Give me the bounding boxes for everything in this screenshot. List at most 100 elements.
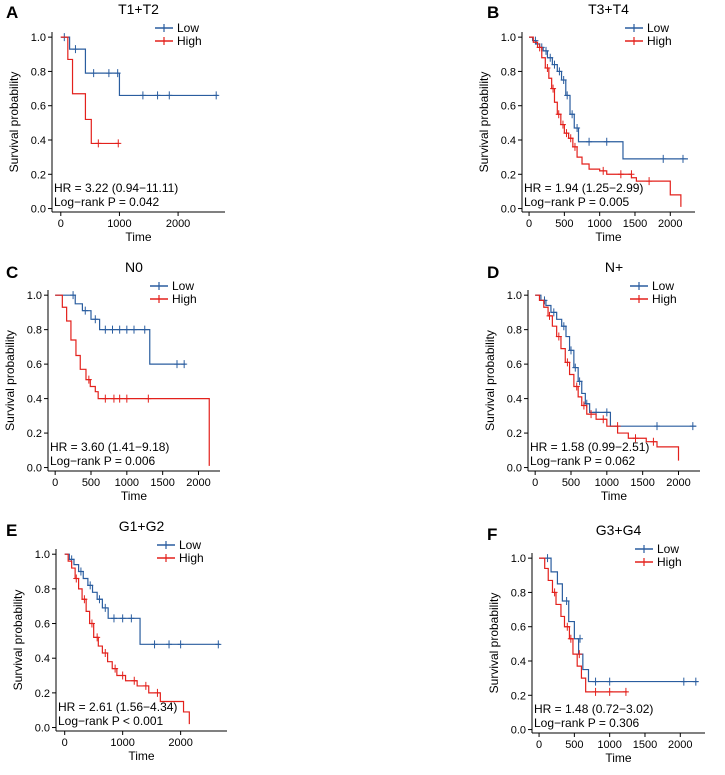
y-tick-label: 0.2 <box>511 690 526 702</box>
y-tick-label: 1.0 <box>507 290 522 302</box>
y-axis-label: Survival probability <box>487 593 501 694</box>
censor-mark-low <box>102 603 109 612</box>
censor-mark-high <box>112 664 119 673</box>
legend-label-low: Low <box>657 542 679 556</box>
censor-mark-high <box>600 166 607 175</box>
censor-mark-high <box>546 311 553 320</box>
x-tick-label: 500 <box>562 477 580 489</box>
censor-mark-high <box>580 401 587 410</box>
y-tick-label: 0.6 <box>511 622 526 634</box>
censor-mark-low <box>572 363 579 372</box>
censor-mark-low <box>92 315 99 324</box>
censor-mark-low <box>70 291 77 300</box>
censor-mark-high <box>142 681 149 690</box>
censor-mark-low <box>72 45 79 54</box>
panel-title: G1+G2 <box>119 518 165 534</box>
censor-mark-high <box>600 415 607 424</box>
panel-letter: A <box>6 3 18 22</box>
censor-mark-high <box>154 688 161 697</box>
y-tick-label: 0.8 <box>27 325 42 337</box>
censor-mark-high <box>567 134 574 143</box>
y-tick-label: 0.2 <box>27 428 42 440</box>
censor-mark-low <box>551 60 558 69</box>
y-tick-label: 0.0 <box>31 204 46 216</box>
legend-label-high: High <box>652 292 677 306</box>
legend-label-high: High <box>172 292 197 306</box>
logrank-p-text: Log−rank P = 0.062 <box>530 454 636 468</box>
x-tick-label: 500 <box>82 477 100 489</box>
legend-label-low: Low <box>652 279 674 293</box>
km-curve-high <box>539 557 628 693</box>
censor-mark-high <box>555 110 562 119</box>
y-tick-label: 0.8 <box>31 66 46 78</box>
hazard-ratio-text: HR = 2.61 (1.56−4.34) <box>58 700 177 714</box>
x-tick-label: 0 <box>58 218 64 230</box>
censor-mark-low <box>139 91 146 100</box>
y-axis-label: Survival probability <box>477 72 491 173</box>
logrank-p-text: Log−rank P = 0.006 <box>50 454 156 468</box>
y-tick-label: 0.6 <box>31 101 46 113</box>
censor-mark-low <box>131 325 137 334</box>
panel-letter: F <box>487 525 497 544</box>
censor-mark-low <box>556 67 563 76</box>
y-tick-label: 0.8 <box>507 325 522 337</box>
y-tick-label: 0.8 <box>511 587 526 599</box>
x-tick-label: 1500 <box>623 218 647 230</box>
x-tick-label: 0 <box>52 477 58 489</box>
hazard-ratio-text: HR = 1.58 (0.99−2.51) <box>530 440 649 454</box>
censor-mark-low <box>128 614 135 623</box>
y-tick-label: 0.4 <box>35 653 50 665</box>
y-tick-label: 0.4 <box>507 394 522 406</box>
y-tick-label: 0.4 <box>501 135 516 147</box>
censor-mark-high <box>110 394 117 403</box>
censor-mark-high <box>606 687 613 696</box>
legend-label-high: High <box>657 555 682 569</box>
censor-mark-low <box>543 46 550 55</box>
y-axis-label: Survival probability <box>3 330 17 431</box>
censor-mark-high <box>650 437 657 446</box>
km-panel-f: F G3+G4 0.0 0.2 0.4 0.6 0.8 1.0 0 500 1000 1500 2000… <box>487 522 705 765</box>
x-tick-label: 1000 <box>595 477 619 489</box>
censor-mark-high <box>576 650 583 659</box>
panel-title: T3+T4 <box>588 1 629 17</box>
censor-mark-low <box>119 614 126 623</box>
x-tick-label: 2000 <box>166 218 190 230</box>
censor-mark-low <box>689 422 696 431</box>
y-tick-label: 0.2 <box>31 169 46 181</box>
censor-mark-low <box>87 581 94 590</box>
km-curve-high <box>55 294 210 466</box>
censor-mark-low <box>586 137 593 146</box>
km-panel-b: B T3+T4 0.0 0.2 0.4 0.6 0.8 1.0 0 500 1000 1500 2000… <box>477 1 695 244</box>
y-axis-label: Survival probability <box>11 590 25 691</box>
censor-mark-high <box>544 64 551 72</box>
censor-mark-high <box>115 139 122 148</box>
panel-title: T1+T2 <box>118 1 159 17</box>
censor-mark-low <box>547 53 554 62</box>
x-tick-label: 1000 <box>587 218 611 230</box>
y-tick-label: 1.0 <box>501 32 516 44</box>
censor-mark-low <box>90 69 97 78</box>
y-tick-label: 0.6 <box>27 359 42 371</box>
censor-mark-low <box>102 325 109 334</box>
censor-mark-low <box>680 677 687 686</box>
y-tick-label: 0.6 <box>507 359 522 371</box>
panel-letter: C <box>6 263 18 282</box>
y-tick-label: 0.0 <box>35 723 50 735</box>
censor-mark-low <box>166 640 173 649</box>
censor-mark-low <box>110 614 117 623</box>
km-curve-low <box>55 294 186 365</box>
censor-mark-high <box>102 649 109 657</box>
x-tick-label: 1500 <box>630 477 654 489</box>
logrank-p-text: Log−rank P = 0.042 <box>54 195 160 209</box>
km-curve-low <box>64 553 221 645</box>
hazard-ratio-text: HR = 3.22 (0.94−11.11) <box>54 181 178 195</box>
censor-mark-low <box>568 346 574 355</box>
x-axis-label: Time <box>595 230 622 244</box>
km-curve-high <box>64 553 190 725</box>
y-tick-label: 1.0 <box>27 290 42 302</box>
censor-mark-low <box>550 308 557 317</box>
legend-label-low: Low <box>647 21 669 35</box>
censor-mark-low <box>679 154 686 163</box>
x-tick-label: 0 <box>526 218 532 230</box>
censor-mark-high <box>617 170 624 179</box>
